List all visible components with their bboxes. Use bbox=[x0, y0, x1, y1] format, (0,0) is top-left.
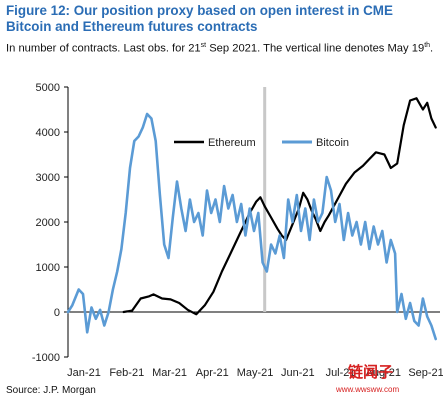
subtitle-sup-1: st bbox=[200, 42, 207, 49]
x-tick-label: Jul-21 bbox=[326, 367, 356, 379]
figure-title: Figure 12: Our position proxy based on o… bbox=[6, 3, 438, 35]
y-tick-label: 0 bbox=[54, 307, 60, 319]
series-line-bitcoin bbox=[66, 112, 437, 341]
y-tick-label: 2000 bbox=[36, 217, 60, 229]
subtitle-text-1: In number of contracts. Last obs. for 21 bbox=[6, 42, 201, 55]
subtitle-text-2: Sep 2021. The vertical line denotes May … bbox=[206, 42, 425, 55]
x-tick-label: Mar-21 bbox=[152, 367, 187, 379]
y-ticks: -1000 0 1000 2000 3000 4000 5000 bbox=[32, 82, 68, 364]
legend-label-bitcoin: Bitcoin bbox=[316, 137, 349, 149]
source-note: Source: J.P. Morgan bbox=[6, 385, 96, 396]
y-tick-label: 3000 bbox=[36, 172, 60, 184]
watermark-url: www.wwsww.com bbox=[336, 385, 400, 394]
subtitle-text-3: . bbox=[430, 42, 434, 55]
subtitle-sup-2: th bbox=[424, 42, 431, 49]
x-tick-label: Sep-21 bbox=[408, 367, 443, 379]
series-lines bbox=[66, 97, 437, 341]
y-tick-label: -1000 bbox=[32, 352, 60, 364]
x-tick-label: Apr-21 bbox=[196, 367, 229, 379]
x-tick-label: Jun-21 bbox=[281, 367, 315, 379]
figure-subtitle: In number of contracts. Last obs. for 21… bbox=[6, 39, 438, 56]
x-tick-label: Jan-21 bbox=[67, 367, 101, 379]
y-tick-label: 4000 bbox=[36, 127, 60, 139]
y-tick-label: 5000 bbox=[36, 82, 60, 94]
legend: Ethereum Bitcoin bbox=[174, 137, 349, 149]
x-tick-label: Feb-21 bbox=[109, 367, 144, 379]
series-line-ethereum bbox=[122, 97, 437, 316]
legend-label-ethereum: Ethereum bbox=[208, 137, 256, 149]
watermark-logo-text: 链闻子 bbox=[348, 364, 394, 381]
x-ticks: Jan-21 Feb-21 Mar-21 Apr-21 May-21 Jun-21 Jul-… bbox=[67, 367, 443, 379]
x-tick-label: Aug-21 bbox=[366, 367, 401, 379]
y-tick-label: 1000 bbox=[36, 262, 60, 274]
x-tick-label: May-21 bbox=[237, 367, 274, 379]
figure-title-line-1: Figure 12: Our position proxy based on o… bbox=[6, 3, 393, 18]
figure-title-line-2: Bitcoin and Ethereum futures contracts bbox=[6, 19, 258, 34]
